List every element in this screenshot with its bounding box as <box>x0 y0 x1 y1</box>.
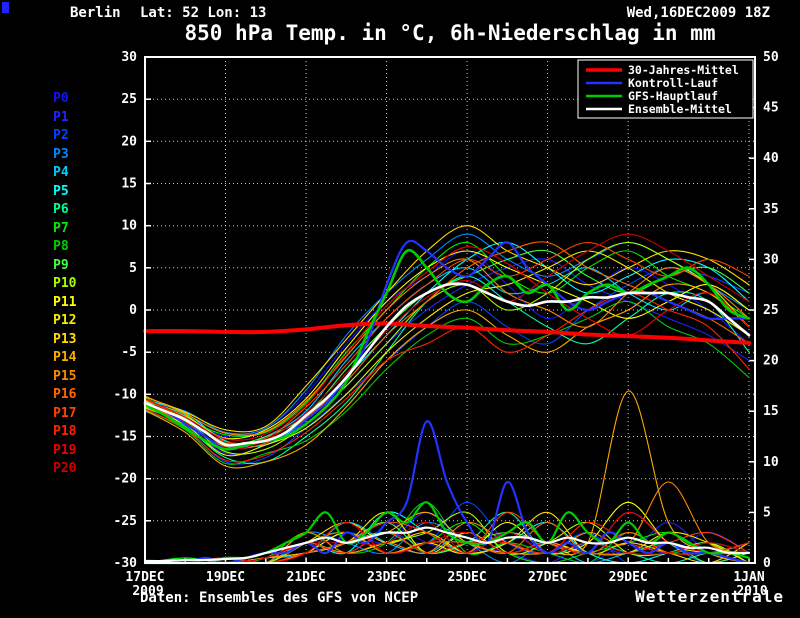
member-temp-line-P7 <box>144 241 750 438</box>
member-precip-line-P20 <box>144 521 750 564</box>
y-left-tick-label: 10 <box>121 219 137 234</box>
x-tick-year-label: 2010 <box>736 584 767 599</box>
y-left-tick-label: 25 <box>121 92 137 107</box>
member-label-P9: P9 <box>53 257 69 273</box>
member-label-P2: P2 <box>53 128 69 143</box>
x-tick-label: 19DEC <box>206 570 245 585</box>
plot-frame <box>144 56 756 564</box>
member-label-P15: P15 <box>53 368 77 384</box>
member-label-P3: P3 <box>53 146 69 162</box>
y-right-tick-label: 10 <box>763 455 779 470</box>
member-temp-line-P12 <box>144 250 750 457</box>
member-label-P17: P17 <box>53 405 77 421</box>
member-temp-line-P4 <box>144 267 750 451</box>
data-source: Daten: Ensembles des GFS von NCEP <box>140 590 419 606</box>
run-datetime: Wed,16DEC2009 18Z <box>626 5 770 21</box>
station-coords: Lat: 52 Lon: 13 <box>140 5 267 21</box>
y-right-tick-label: 30 <box>763 252 779 267</box>
member-label-P6: P6 <box>53 202 69 217</box>
x-tick-label: 29DEC <box>609 570 648 585</box>
member-label-column: P0 P1 P2 P3 P4 P5 P6 P7 P8 P9 P10 P11 P12 P13 P14 P15 P1… <box>53 90 76 479</box>
member-label-P8: P8 <box>53 239 69 254</box>
temp-line-30-Jahres-Mittel <box>143 321 751 345</box>
member-label-P4: P4 <box>53 165 69 180</box>
x-tick-year-label: 2009 <box>132 584 163 599</box>
y-right-tick-label: 15 <box>763 404 779 419</box>
y-left-tick-label: 5 <box>129 261 137 276</box>
legend: 30-Jahres-MittelKontroll-LaufGFS-Hauptla… <box>577 59 754 119</box>
member-label-P7: P7 <box>53 220 69 236</box>
y-right-tick-label: 40 <box>763 151 779 166</box>
member-label-P19: P19 <box>53 442 77 458</box>
precip-line-Ensemble-Mittel <box>143 526 751 563</box>
chart-title: 850 hPa Temp. in °C, 6h-Niederschlag in … <box>184 21 716 45</box>
axes: 302520151050-5-10-15-20-25-3050454035302… <box>114 50 779 599</box>
x-tick-label: 27DEC <box>528 570 567 585</box>
y-right-tick-label: 25 <box>763 303 779 318</box>
member-temp-line-P1 <box>144 258 750 455</box>
y-left-tick-label: -15 <box>114 430 137 445</box>
y-left-tick-label: -30 <box>114 556 138 571</box>
member-label-P18: P18 <box>53 424 77 439</box>
member-temp-line-P13 <box>144 225 750 433</box>
y-right-tick-label: 35 <box>763 202 779 217</box>
y-right-tick-label: 20 <box>763 354 779 369</box>
legend-label-GFS-Hauptlauf: GFS-Hauptlauf <box>628 89 718 103</box>
member-temp-line-P10 <box>144 241 750 455</box>
member-temp-line-P11 <box>144 250 750 440</box>
member-label-P10: P10 <box>53 276 77 291</box>
main-series-lines <box>143 239 751 565</box>
corner-marker <box>2 2 9 13</box>
x-tick-label: 17DEC <box>125 570 164 585</box>
member-label-P14: P14 <box>53 350 77 365</box>
y-left-tick-label: 15 <box>121 177 137 192</box>
x-tick-label: 21DEC <box>287 570 326 585</box>
y-left-tick-label: 0 <box>129 303 137 318</box>
brand: Wetterzentrale <box>635 587 784 606</box>
legend-label-30-Jahres-Mittel: 30-Jahres-Mittel <box>628 63 739 77</box>
y-left-tick-label: 30 <box>121 50 137 65</box>
member-label-P12: P12 <box>53 313 77 328</box>
y-left-tick-label: -10 <box>114 387 138 402</box>
member-temp-line-P15 <box>144 258 750 436</box>
y-left-tick-label: -25 <box>114 514 137 529</box>
x-tick-label: 1JAN <box>733 570 764 585</box>
legend-label-Ensemble-Mittel: Ensemble-Mittel <box>628 102 732 116</box>
member-label-P0: P0 <box>53 91 69 106</box>
member-temp-line-P19 <box>144 246 750 441</box>
x-tick-label: 23DEC <box>367 570 406 585</box>
y-right-tick-label: 0 <box>763 556 771 571</box>
member-label-P16: P16 <box>53 387 77 402</box>
member-label-P1: P1 <box>53 109 69 125</box>
station-name: Berlin <box>70 5 121 21</box>
member-temp-line-P14 <box>144 283 750 469</box>
member-temp-line-P0 <box>144 250 750 438</box>
y-left-tick-label: -20 <box>114 472 138 487</box>
temp-line-GFS-Hauptlauf <box>143 248 751 451</box>
member-label-P11: P11 <box>53 294 77 310</box>
y-left-tick-label: -5 <box>121 345 137 360</box>
member-label-P13: P13 <box>53 331 77 347</box>
y-right-tick-label: 50 <box>763 50 779 65</box>
member-label-P20: P20 <box>53 461 77 476</box>
y-left-tick-label: 20 <box>121 134 137 149</box>
temp-line-Ensemble-Mittel <box>143 282 751 447</box>
member-label-P5: P5 <box>53 183 69 199</box>
legend-label-Kontroll-Lauf: Kontroll-Lauf <box>628 76 718 90</box>
y-right-tick-label: 45 <box>763 101 779 116</box>
member-temp-line-P20 <box>144 233 750 450</box>
x-tick-label: 25DEC <box>448 570 487 585</box>
y-right-tick-label: 5 <box>763 505 771 520</box>
ensemble-member-lines <box>144 225 750 564</box>
member-temp-line-P18 <box>144 292 750 463</box>
